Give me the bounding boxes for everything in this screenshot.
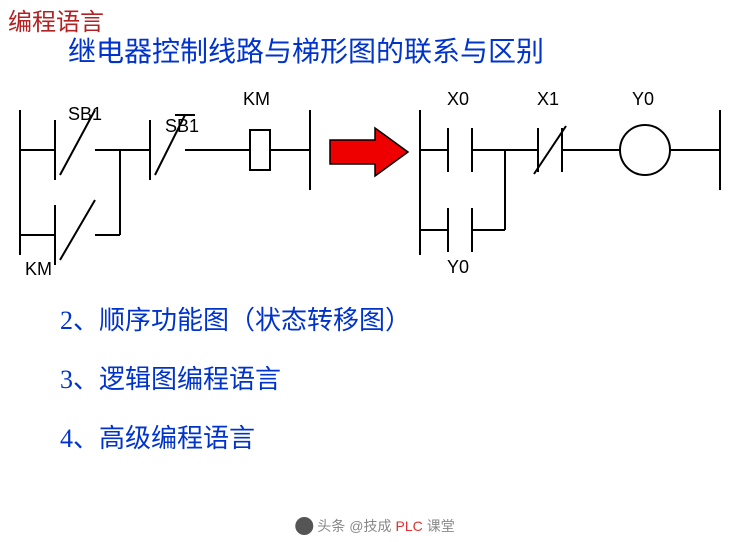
watermark-author: @技成 — [349, 516, 391, 536]
list-item: 4、高级编程语言 — [60, 418, 411, 455]
label-sb1-a: SB1 — [68, 104, 102, 124]
watermark: 头条 @技成PLC 课堂 — [295, 516, 454, 536]
numbered-list: 2、顺序功能图（状态转移图） 3、逻辑图编程语言 4、高级编程语言 — [60, 300, 411, 477]
label-x0: X0 — [447, 89, 469, 109]
label-x1: X1 — [537, 89, 559, 109]
label-km-top: KM — [243, 89, 270, 109]
label-y0-bottom: Y0 — [447, 257, 469, 277]
list-item: 3、逻辑图编程语言 — [60, 359, 411, 396]
arrow-icon — [330, 128, 408, 176]
watermark-prefix: 头条 — [317, 516, 345, 536]
label-sb1-b: SB1 — [165, 116, 199, 136]
circuit-diagram: SB1 SB1 KM KM X0 X1 Y0 Y0 — [0, 80, 750, 280]
label-y0-top: Y0 — [632, 89, 654, 109]
label-km-bottom: KM — [25, 259, 52, 279]
page-subtitle: 继电器控制线路与梯形图的联系与区别 — [68, 30, 544, 70]
list-item: 2、顺序功能图（状态转移图） — [60, 300, 411, 337]
watermark-suffix: 课堂 — [427, 516, 455, 536]
avatar-icon — [295, 517, 313, 535]
watermark-highlight: PLC — [395, 518, 422, 534]
